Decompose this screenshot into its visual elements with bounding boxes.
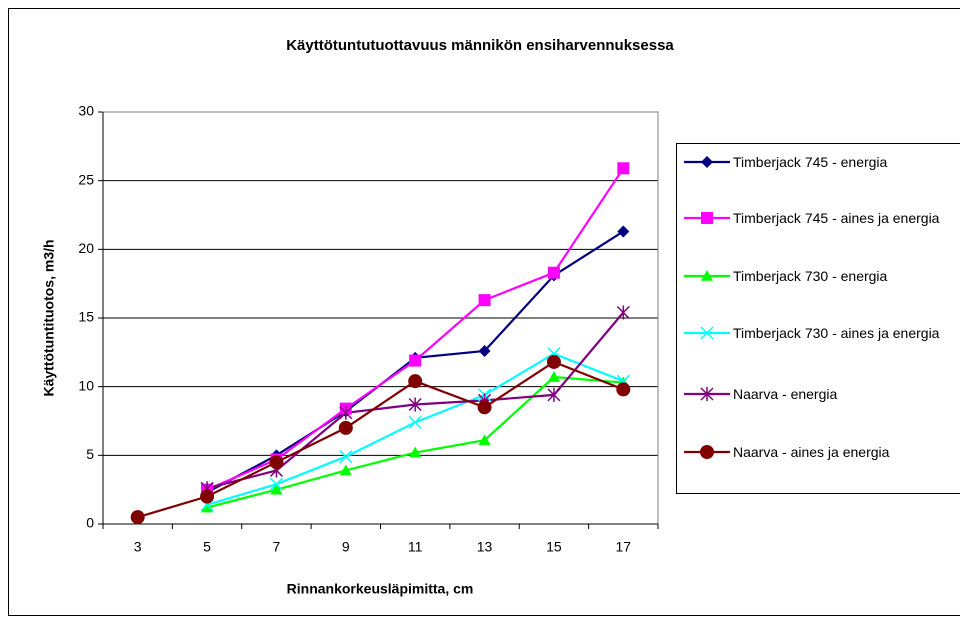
marker	[701, 212, 713, 224]
x-tick-label: 7	[273, 539, 281, 555]
marker	[408, 374, 423, 389]
marker	[269, 455, 284, 470]
legend-item: Timberjack 730 - aines ja energia	[733, 324, 940, 341]
marker	[546, 354, 561, 369]
marker	[701, 270, 713, 281]
marker	[130, 510, 145, 525]
marker	[338, 420, 353, 435]
marker	[339, 405, 353, 420]
x-axis-label: Rinnankorkeusläpimitta, cm	[287, 581, 474, 597]
legend-item: Timberjack 730 - energia	[733, 267, 888, 284]
legend-label: Timberjack 730 - energia	[733, 267, 888, 284]
marker	[700, 326, 714, 340]
marker	[547, 387, 561, 402]
marker	[270, 483, 283, 495]
marker	[408, 415, 422, 429]
legend-label: Timberjack 745 - aines ja energia	[733, 209, 940, 226]
legend-item: Timberjack 745 - aines ja energia	[733, 209, 940, 226]
marker	[478, 434, 491, 446]
marker	[547, 266, 560, 279]
x-tick-label: 3	[134, 539, 142, 555]
y-tick-label: 15	[78, 309, 94, 325]
y-tick-label: 20	[78, 240, 94, 256]
marker	[616, 382, 631, 397]
y-tick-label: 0	[86, 515, 94, 531]
x-tick-label: 5	[203, 539, 211, 555]
marker	[339, 450, 353, 464]
x-tick-label: 11	[408, 539, 423, 555]
legend-label: Timberjack 745 - energia	[733, 153, 888, 170]
x-tick-label: 17	[616, 539, 632, 555]
legend-item: Timberjack 745 - energia	[733, 153, 888, 170]
y-tick-label: 25	[78, 171, 94, 187]
marker	[616, 305, 630, 320]
chart-title: Käyttötuntutuottavuus männikön ensiharve…	[286, 37, 674, 54]
legend-box	[676, 143, 960, 494]
x-tick-label: 13	[477, 539, 493, 555]
marker	[700, 387, 714, 401]
marker	[409, 354, 422, 367]
marker	[409, 446, 422, 458]
y-axis-label: Käyttötuntituotos, m3/h	[41, 239, 57, 396]
x-tick-label: 15	[546, 539, 562, 555]
y-tick-label: 10	[78, 377, 94, 393]
legend-label: Naarva - energia	[733, 385, 838, 402]
y-tick-label: 30	[78, 103, 94, 119]
marker	[478, 294, 491, 307]
marker	[700, 445, 714, 459]
marker	[408, 397, 422, 412]
marker	[269, 477, 283, 491]
marker	[200, 489, 215, 504]
legend-item: Naarva - aines ja energia	[733, 443, 890, 460]
marker	[339, 464, 352, 476]
marker	[201, 501, 214, 513]
legend-label: Naarva - aines ja energia	[733, 443, 890, 460]
series-line	[137, 360, 624, 519]
legend-label: Timberjack 730 - aines ja energia	[733, 324, 940, 341]
marker	[477, 400, 492, 415]
marker	[547, 371, 560, 382]
x-tick-label: 9	[342, 539, 350, 555]
marker	[617, 225, 630, 238]
marker	[478, 344, 491, 357]
y-tick-label: 5	[86, 446, 94, 462]
marker	[617, 162, 630, 175]
legend-item: Naarva - energia	[733, 385, 838, 402]
marker	[701, 156, 713, 168]
